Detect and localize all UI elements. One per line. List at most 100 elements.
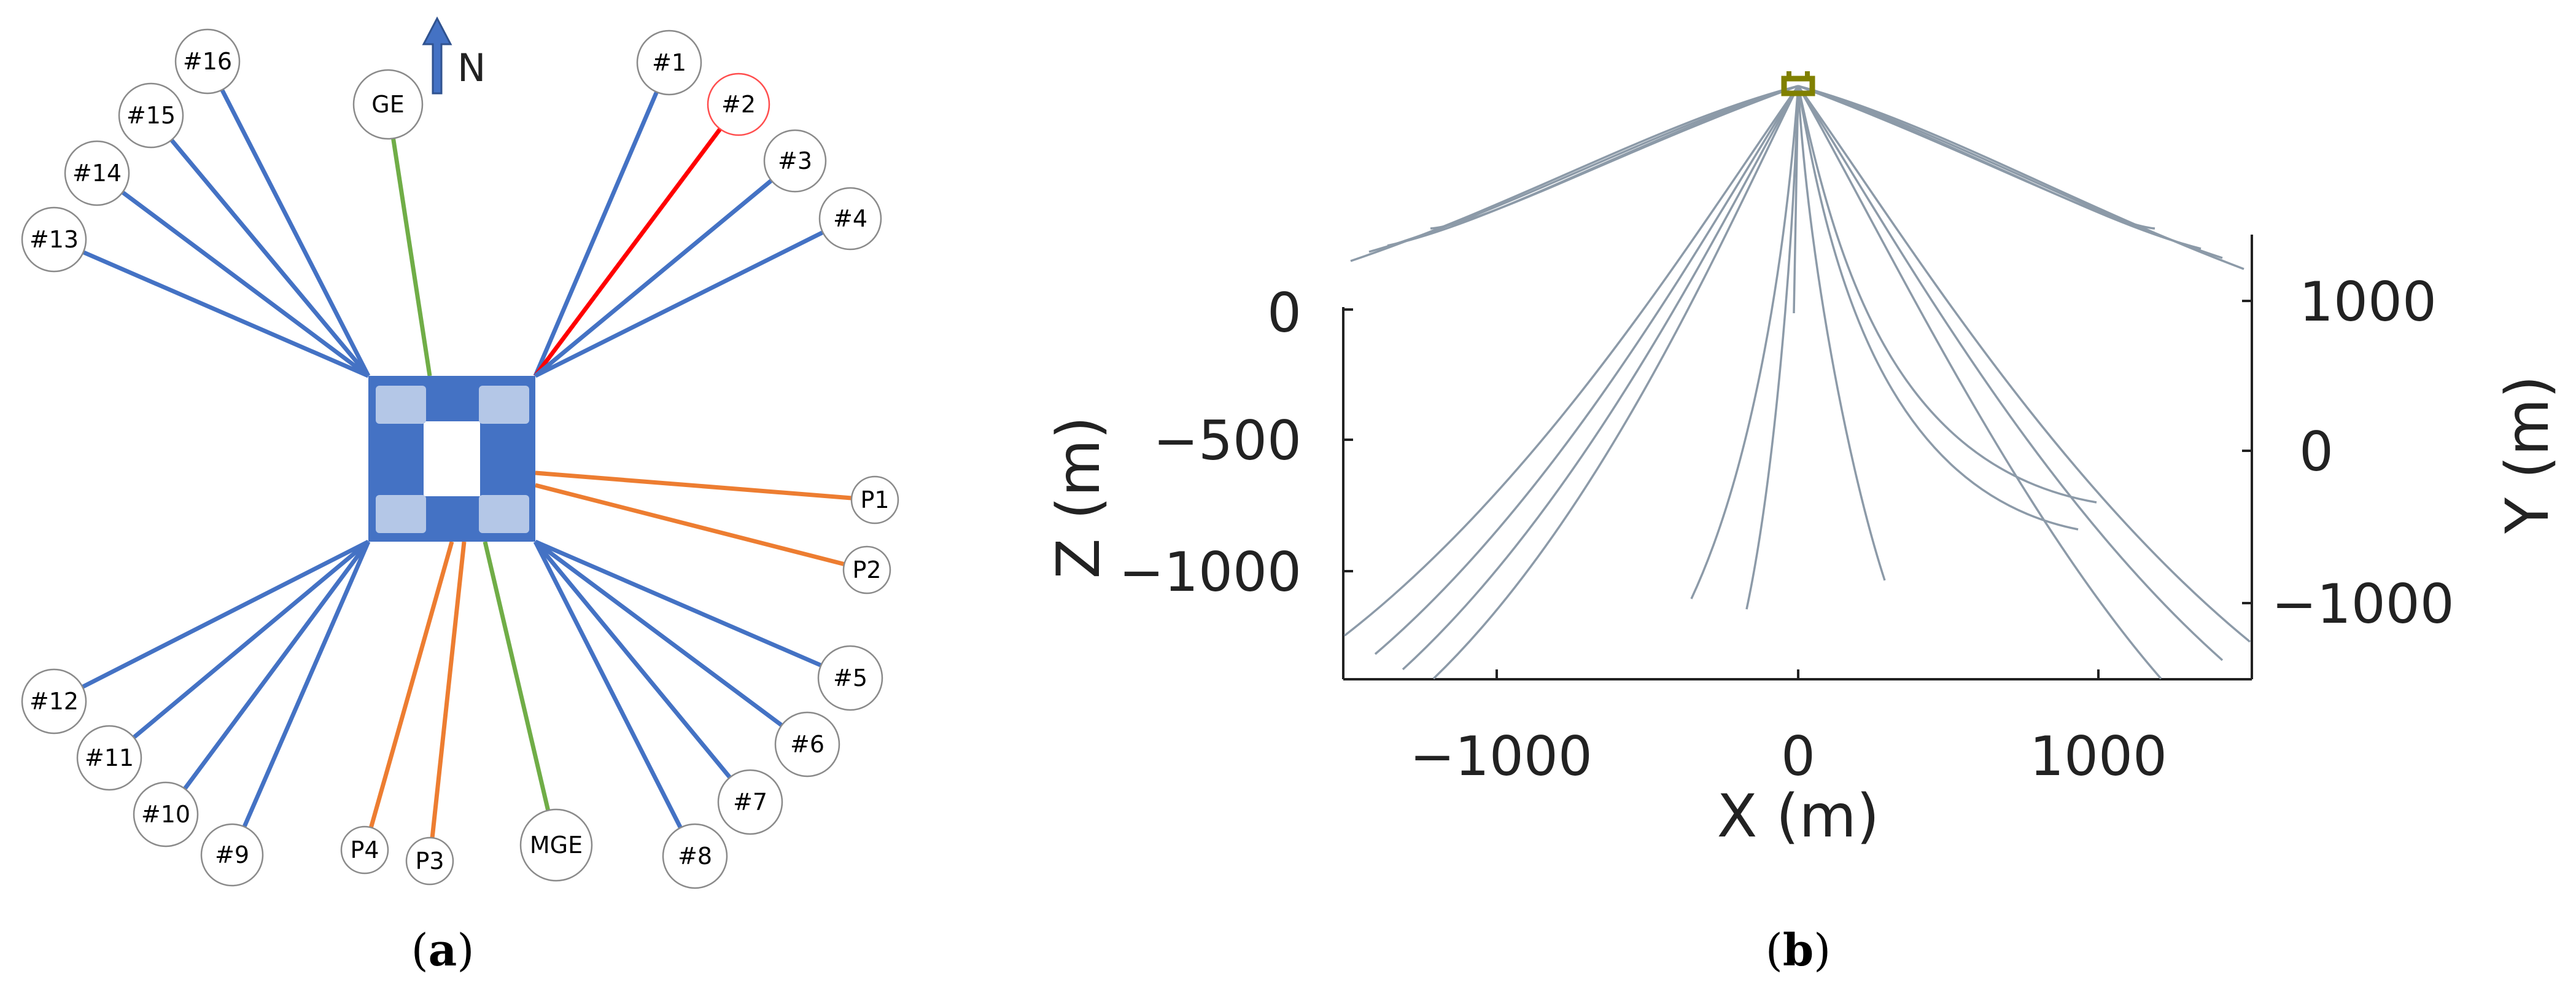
- north-arrow-icon: [422, 16, 452, 95]
- node-label: P4: [350, 836, 379, 864]
- node-circle: [64, 140, 130, 206]
- line-ge: [391, 138, 432, 376]
- node-m6: #6: [774, 711, 840, 778]
- node-label: #7: [733, 789, 767, 816]
- connection-lines: [81, 88, 852, 838]
- node-label: #12: [29, 688, 79, 715]
- node-m14: #14: [64, 140, 130, 206]
- node-label: #15: [126, 102, 176, 129]
- node-m5: #5: [817, 645, 883, 711]
- node-circle: [717, 769, 783, 835]
- node-m2: #2: [707, 72, 770, 136]
- node-circle: [707, 72, 770, 136]
- node-m15: #15: [118, 82, 184, 149]
- node-m16: #16: [174, 28, 241, 95]
- x-tick-label: −1000: [1410, 725, 1593, 788]
- node-circle: [763, 129, 827, 193]
- anchor-nodes: #1 #2 #3 #4 #5 #6 #7 #8 #9 #10 #11 #12 #13 #14 #15 #16 G…: [21, 28, 899, 889]
- node-label: #14: [72, 160, 122, 187]
- node-circle: [662, 823, 728, 889]
- node-circle: [174, 28, 241, 95]
- node-label: #11: [85, 744, 134, 771]
- line-m14: [121, 190, 370, 378]
- node-p3: P3: [405, 836, 454, 886]
- node-label: #6: [790, 731, 824, 758]
- north-label: N: [457, 45, 486, 90]
- z-tick-label: −1000: [1119, 540, 1302, 604]
- platform-column: [479, 495, 529, 533]
- line-m9: [242, 540, 371, 828]
- node-label: #9: [215, 841, 249, 868]
- y-axis-label: Y (m): [2493, 375, 2562, 534]
- line-m13: [82, 250, 370, 378]
- z-tick-label: 0: [1267, 281, 1302, 345]
- node-circle: [352, 69, 424, 140]
- node-circle: [842, 545, 891, 595]
- z-tick-label: −500: [1153, 409, 1302, 472]
- mooring-line-profile: [1793, 85, 1799, 314]
- node-label: #5: [833, 665, 867, 692]
- node-label: P2: [852, 556, 881, 583]
- node-m3: #3: [763, 129, 827, 193]
- node-label: #16: [183, 48, 232, 75]
- node-label: #1: [652, 49, 686, 76]
- node-circle: [133, 781, 199, 848]
- node-p4: P4: [340, 825, 389, 875]
- line-mge: [483, 541, 551, 811]
- node-m12: #12: [21, 668, 87, 735]
- y-tick-labels: 1000 0 −1000: [2271, 270, 2454, 636]
- platform-column: [376, 495, 426, 533]
- node-m13: #13: [21, 206, 87, 273]
- node-mge: MGE: [519, 808, 593, 882]
- mooring-line-profile: [1797, 85, 2162, 680]
- panel-b-label: (b): [1766, 924, 1831, 976]
- node-circle: [21, 668, 87, 735]
- mooring-line-profile: [1797, 85, 2251, 643]
- y-tick-label: 0: [2299, 420, 2334, 483]
- mooring-line-profile: [1368, 85, 1799, 253]
- line-m7: [533, 540, 732, 779]
- line-m11: [132, 540, 370, 739]
- line-p2: [535, 483, 845, 566]
- mooring-line-profile: [1745, 85, 1799, 610]
- mooring-line-profile: [1343, 85, 1799, 637]
- node-m10: #10: [133, 781, 199, 848]
- line-m10: [183, 540, 370, 790]
- line-m12: [81, 539, 370, 689]
- node-label: #4: [833, 205, 867, 232]
- north-arrow: N: [422, 16, 486, 95]
- node-label: GE: [371, 91, 404, 118]
- node-circle: [519, 808, 593, 882]
- node-p2: P2: [842, 545, 891, 595]
- y-tick-label: 1000: [2299, 270, 2437, 333]
- node-circle: [817, 645, 883, 711]
- platform: [368, 376, 535, 542]
- node-m1: #1: [636, 29, 702, 96]
- node-label: P1: [860, 486, 889, 513]
- line-m8: [533, 540, 683, 829]
- mooring-line-profile: [1690, 85, 1799, 599]
- node-label: #3: [778, 147, 812, 174]
- line-m15: [169, 138, 370, 378]
- mooring-line-profile: [1374, 85, 1799, 655]
- node-label: MGE: [530, 832, 583, 859]
- x-tick-label: 0: [1781, 725, 1815, 788]
- line-p3: [430, 541, 467, 838]
- node-label: #2: [721, 91, 756, 118]
- node-circle: [118, 82, 184, 149]
- node-m8: #8: [662, 823, 728, 889]
- node-circle: [340, 825, 389, 875]
- node-m9: #9: [200, 823, 264, 887]
- platform-marker: [1781, 71, 1815, 96]
- node-label: #13: [29, 226, 79, 253]
- node-ge: GE: [352, 69, 424, 140]
- axes: [1342, 235, 2253, 680]
- mooring-line-profile: [1797, 85, 2079, 531]
- platform-moonpool: [424, 421, 480, 496]
- mooring-line-profile: [1402, 85, 1799, 671]
- line-m4: [534, 230, 824, 378]
- node-label: #10: [141, 801, 190, 828]
- line-m16: [220, 88, 371, 377]
- mooring-line-profile: [1797, 85, 1886, 581]
